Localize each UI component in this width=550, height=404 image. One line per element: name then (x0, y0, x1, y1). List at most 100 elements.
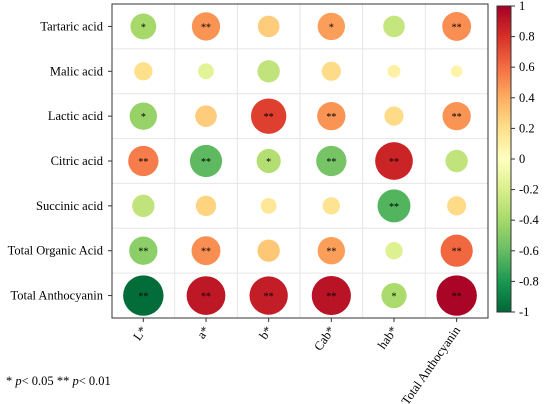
correlation-circle (130, 13, 157, 40)
column-label: a* (194, 324, 212, 342)
significance-mark: ** (389, 157, 399, 168)
colorbar-gradient (496, 5, 512, 313)
significance-mark: ** (201, 247, 211, 258)
correlation-circle (191, 236, 221, 266)
row-label: Malic acid (50, 64, 104, 78)
correlation-circle (250, 98, 287, 134)
correlation-circle (375, 142, 413, 180)
column-label: b* (256, 324, 275, 342)
correlation-circle (260, 197, 277, 214)
significance-mark: ** (326, 292, 336, 303)
correlation-circle (317, 101, 346, 131)
colorbar-tick-label: -1 (519, 305, 529, 319)
significance-mark: ** (138, 292, 148, 303)
correlation-circle (134, 62, 153, 81)
correlation-circle (442, 11, 472, 41)
correlation-circle (186, 276, 226, 315)
significance-mark: * (329, 22, 334, 33)
correlation-circle (195, 105, 217, 127)
correlation-circle (385, 242, 403, 260)
significance-footnote: * p< 0.05 ** p< 0.01 (6, 374, 111, 389)
correlation-circle (189, 144, 223, 178)
colorbar: -1 -0.8 -0.6 -0.4 -0.2 0 0.2 0.4 0.6 0.8 1 (496, 0, 540, 319)
significance-mark: ** (326, 247, 336, 258)
colorbar-tick-label: -0.2 (519, 183, 539, 197)
significance-mark: ** (452, 292, 462, 303)
correlation-circle (317, 12, 346, 41)
significance-mark: * (266, 157, 271, 168)
correlation-circle (440, 234, 473, 267)
significance-mark: ** (138, 247, 148, 258)
colorbar-tick-label: -0.4 (519, 213, 540, 227)
correlation-circle (249, 276, 288, 315)
colorbar-tick-label: 1 (519, 0, 525, 13)
footnote-double-star: ** (56, 374, 70, 388)
significance-mark: ** (201, 157, 211, 168)
row-label: Succinic acid (36, 199, 104, 213)
correlation-circle (317, 237, 346, 265)
significance-mark: * (141, 22, 146, 33)
correlation-circle (381, 282, 407, 309)
significance-mark: ** (264, 292, 274, 303)
row-label: Total Organic Acid (8, 244, 104, 258)
correlation-circle (132, 194, 155, 218)
correlation-circle (445, 149, 468, 173)
correlation-circle (442, 101, 471, 131)
correlation-circle (256, 148, 281, 174)
grid (111, 3, 489, 319)
correlation-circle (322, 197, 341, 215)
correlation-circle (377, 189, 411, 223)
significance-mark: ** (201, 22, 211, 33)
colorbar-tick-label: 0.8 (519, 30, 535, 44)
correlation-circle (257, 15, 280, 38)
colorbar-tick-label: 0.2 (519, 121, 535, 135)
correlation-circle (129, 236, 158, 265)
correlation-circle (316, 145, 347, 177)
significance-mark: ** (452, 22, 462, 33)
significance-mark: ** (264, 112, 274, 123)
column-label: hab* (375, 324, 400, 352)
significance-mark: ** (201, 292, 211, 303)
correlation-circles: * ** * *** ** ** **** ** * ** ****** ** ** **** ** ** **… (123, 11, 477, 316)
correlation-circle (195, 195, 217, 217)
colorbar-tick-label: -0.6 (519, 244, 539, 258)
column-label: L* (130, 324, 149, 343)
footnote-p-symbol-1: p (15, 374, 22, 388)
significance-mark: ** (452, 112, 462, 123)
significance-mark: * (141, 112, 146, 123)
significance-mark: ** (326, 157, 336, 168)
footnote-single-star: * (6, 374, 13, 388)
footnote-double-threshold: < 0.01 (78, 374, 111, 388)
correlation-circle (128, 145, 159, 177)
significance-mark: ** (138, 157, 148, 168)
correlation-circle (450, 65, 463, 78)
colorbar-tick-label: 0.4 (519, 91, 535, 105)
column-label: Total Anthocyanin (399, 323, 464, 404)
colorbar-tick-label: 0 (519, 152, 525, 166)
row-label: Lactic acid (48, 109, 104, 123)
colorbar-tick-label: 0.6 (519, 60, 535, 74)
row-label: Total Anthocyanin (10, 289, 103, 303)
row-label: Tartaric acid (40, 19, 103, 33)
significance-mark: ** (326, 112, 336, 123)
correlation-circle (447, 196, 467, 216)
correlation-circle (191, 12, 221, 41)
footnote-single-threshold: < 0.05 (21, 374, 54, 388)
significance-mark: ** (389, 202, 399, 213)
correlation-circle (384, 106, 404, 126)
correlation-circle (321, 61, 341, 81)
correlation-circle (383, 15, 405, 38)
significance-mark: ** (452, 247, 462, 258)
footnote-p-symbol-2: p (72, 374, 79, 388)
significance-mark: * (392, 292, 397, 303)
correlation-circle (257, 239, 280, 262)
correlation-circle (257, 60, 280, 83)
column-label: Cab* (311, 324, 338, 354)
correlation-circle (198, 63, 214, 80)
colorbar-tick-label: -0.8 (519, 274, 539, 288)
row-label: Citric acid (51, 154, 104, 168)
correlation-circle (129, 102, 158, 130)
correlation-circle (123, 275, 164, 316)
correlation-circle (311, 275, 351, 316)
